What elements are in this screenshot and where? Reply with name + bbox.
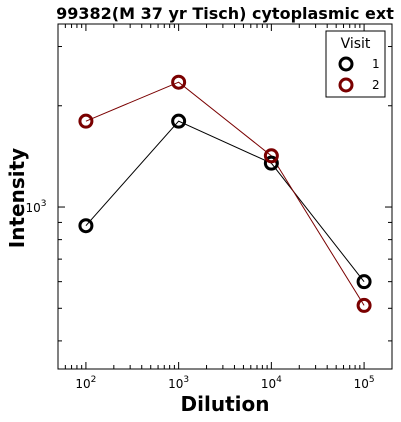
legend-title: Visit xyxy=(341,36,371,52)
series-layer xyxy=(78,74,372,313)
y-tick-label: 103 xyxy=(25,199,46,215)
x-axis-label: Dilution xyxy=(181,392,270,416)
legend-marker-1 xyxy=(338,56,354,72)
series-line-1 xyxy=(85,120,365,282)
legend-marker-2 xyxy=(338,77,354,93)
series-2-point xyxy=(171,74,187,90)
legend-label-2: 2 xyxy=(372,78,380,92)
series-1-point xyxy=(171,113,187,129)
legend-label-1: 1 xyxy=(372,57,380,71)
legend-box xyxy=(325,30,386,98)
series-2-point xyxy=(78,113,94,129)
series-1-point xyxy=(263,155,279,171)
y-axis-label: Intensity xyxy=(5,148,29,248)
chart-title: 99382(M 37 yr Tisch) cytoplasmic ext xyxy=(56,4,394,23)
series-line-2 xyxy=(85,81,365,306)
x-tick-label: 104 xyxy=(261,375,282,391)
series-2-point xyxy=(263,148,279,164)
series-1-point xyxy=(78,218,94,234)
x-tick-label: 103 xyxy=(168,375,189,391)
x-tick-label: 105 xyxy=(354,375,375,391)
axis-ticks: 102 103 104 105 103 xyxy=(25,24,393,391)
x-tick-label: 102 xyxy=(75,375,96,391)
series-1-point xyxy=(356,274,372,290)
series-2-point xyxy=(356,297,372,313)
